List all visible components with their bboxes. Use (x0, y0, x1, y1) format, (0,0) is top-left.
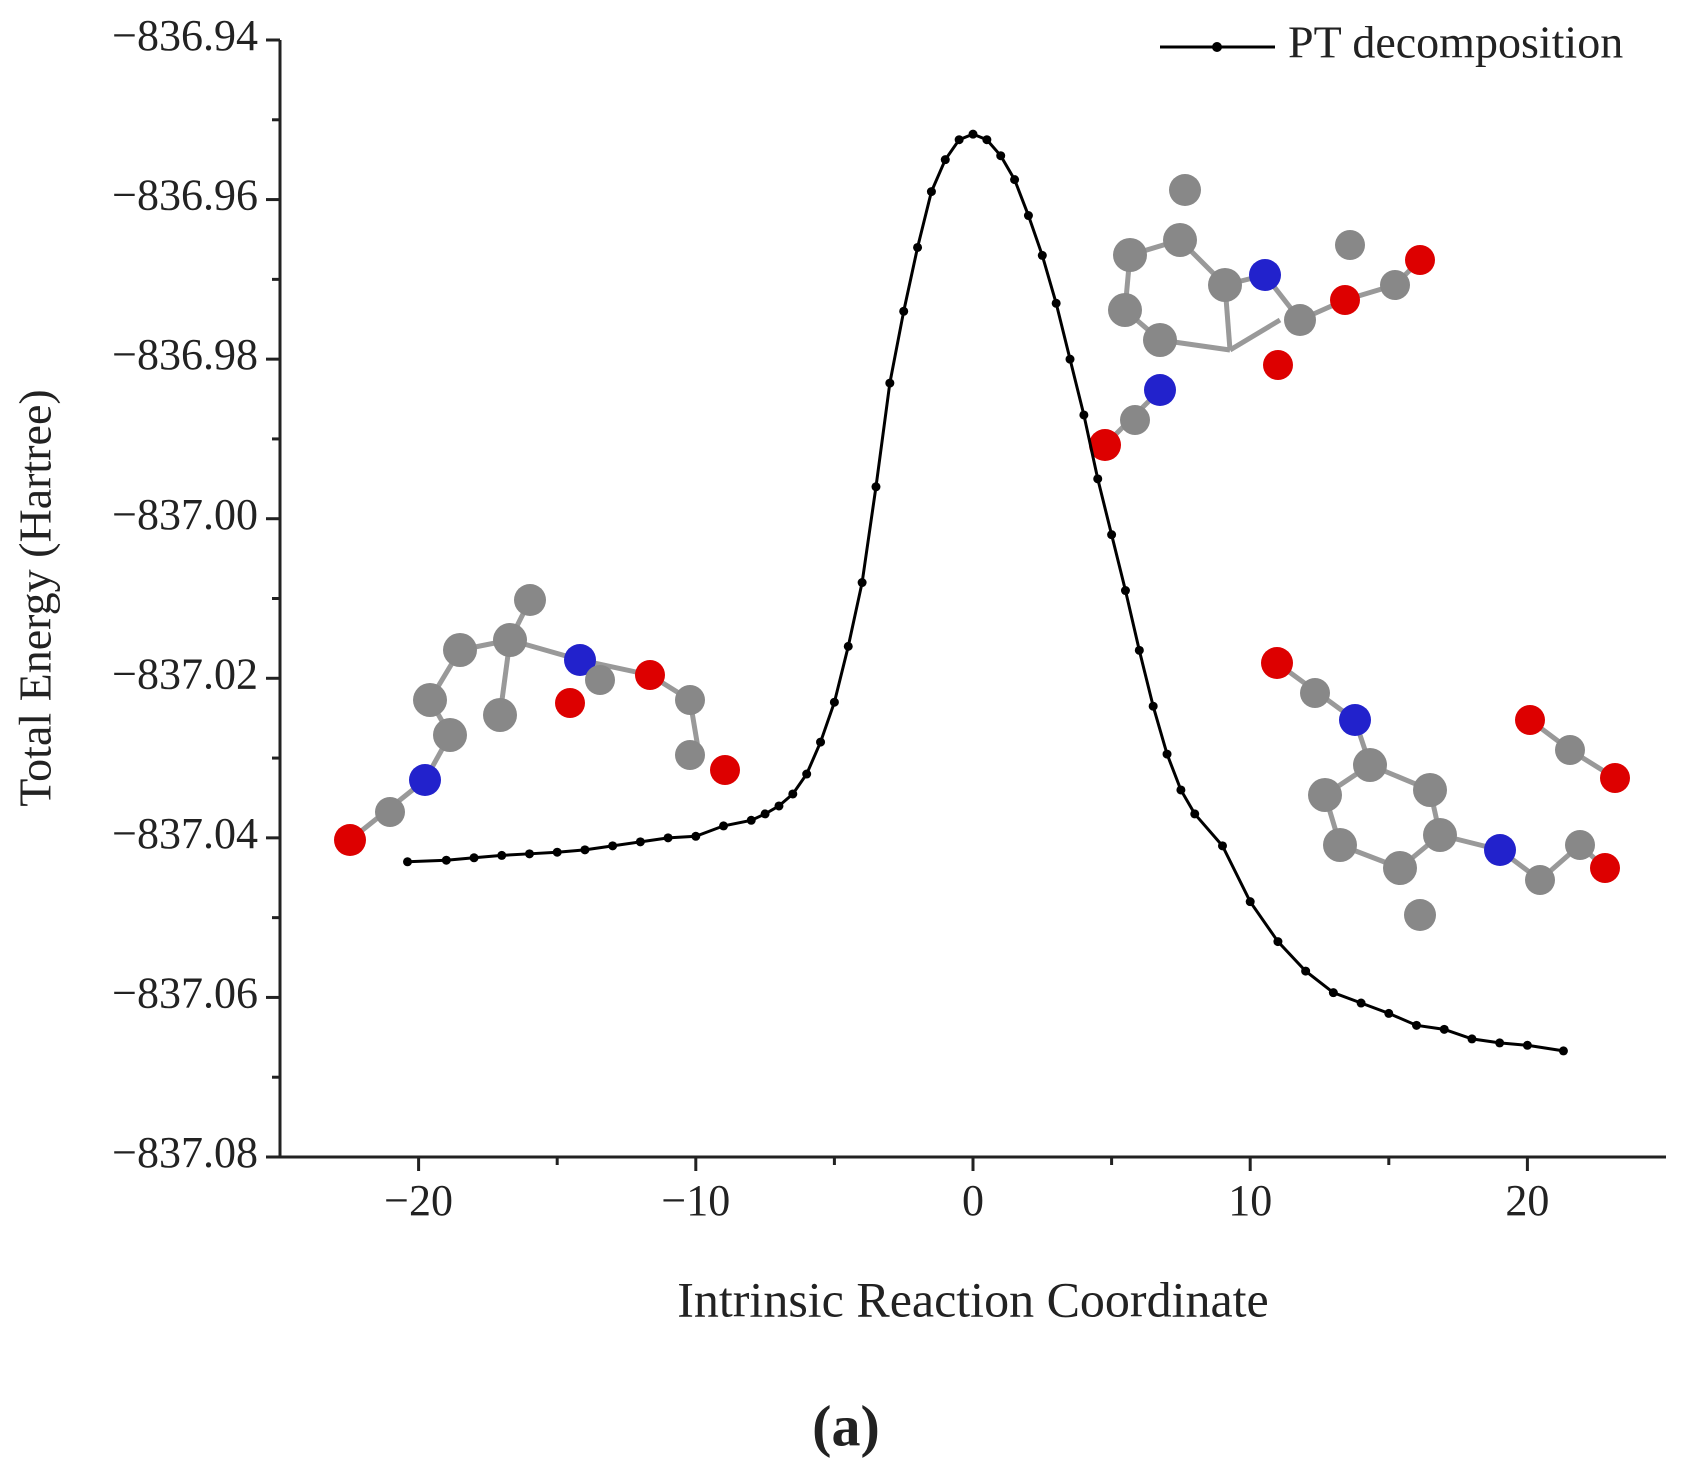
series-marker (1037, 250, 1047, 260)
series-marker (1522, 1040, 1532, 1050)
series-marker (940, 155, 950, 165)
series-marker (403, 857, 413, 867)
series-marker (954, 135, 964, 145)
series-marker (524, 849, 534, 859)
y-tick-label: −837.06 (112, 969, 258, 1018)
series-marker (1023, 211, 1033, 221)
series-marker (1093, 474, 1103, 484)
series-marker (996, 151, 1006, 161)
x-tick-label: 20 (1505, 1176, 1549, 1225)
series-marker (1162, 749, 1172, 759)
series-marker (1439, 1024, 1449, 1034)
molecule-reactant (334, 584, 740, 856)
y-tick-label: −837.04 (112, 809, 258, 858)
series-marker (663, 833, 673, 843)
series-marker (469, 853, 479, 863)
series-marker (441, 855, 451, 865)
series-marker (608, 841, 618, 851)
series-marker (1051, 298, 1061, 308)
series-marker (829, 697, 839, 707)
series-marker (1120, 586, 1130, 596)
series-marker (760, 809, 770, 819)
series-marker (1356, 998, 1366, 1008)
series-marker (552, 847, 562, 857)
x-tick-label: 0 (962, 1176, 984, 1225)
molecule-illustrations (334, 174, 1630, 931)
molecule-transition-state (1089, 174, 1435, 461)
series-marker (843, 641, 853, 651)
series-marker (1107, 530, 1117, 540)
series-marker (1328, 988, 1338, 998)
series-marker (899, 306, 909, 316)
series-marker (802, 769, 812, 779)
y-tick-label: −836.94 (112, 11, 258, 60)
series-marker (982, 135, 992, 145)
x-axis-label: Intrinsic Reaction Coordinate (677, 1271, 1269, 1327)
series-marker (691, 831, 701, 841)
x-tick-label: 10 (1228, 1176, 1272, 1225)
series-marker (1065, 354, 1075, 364)
series-marker (1217, 841, 1227, 851)
series-marker (1148, 701, 1158, 711)
y-tick-label: −837.00 (112, 490, 258, 539)
series-marker (968, 129, 978, 139)
series-marker (1079, 410, 1089, 420)
series-marker (719, 821, 729, 831)
series-marker (497, 850, 507, 860)
series-marker (926, 187, 936, 197)
series-marker (774, 801, 784, 811)
y-tick-label: −837.08 (112, 1128, 258, 1177)
series-marker (1301, 966, 1311, 976)
series-marker (788, 789, 798, 799)
series-marker (1412, 1020, 1422, 1030)
series-marker (635, 837, 645, 847)
series-marker (1273, 937, 1283, 947)
y-axis-label: Total Energy (Hartree) (10, 389, 61, 806)
series-marker (1190, 809, 1200, 819)
series-marker (1245, 897, 1255, 907)
series-marker (871, 482, 881, 492)
y-tick-label: −836.96 (112, 171, 258, 220)
y-tick-label: −837.02 (112, 649, 258, 698)
y-tick-label: −836.98 (112, 330, 258, 379)
x-tick-label: −20 (384, 1176, 453, 1225)
series-marker (580, 845, 590, 855)
series-marker (1467, 1034, 1477, 1044)
series-marker (746, 815, 756, 825)
series-marker (1495, 1038, 1505, 1048)
legend-label: PT decomposition (1288, 17, 1623, 68)
molecule-products (1261, 647, 1630, 931)
series-marker (857, 578, 867, 588)
legend-marker (1212, 42, 1222, 52)
series-marker (885, 378, 895, 388)
series-marker (1010, 175, 1020, 185)
series-line (407, 132, 1564, 1053)
series-marker (1558, 1046, 1568, 1056)
series-marker (1134, 645, 1144, 655)
x-tick-label: −10 (661, 1176, 730, 1225)
series-marker (1384, 1008, 1394, 1018)
caption: (a) (812, 1393, 880, 1458)
series-marker (913, 242, 923, 252)
series-marker (1176, 785, 1186, 795)
series-marker (816, 737, 826, 747)
